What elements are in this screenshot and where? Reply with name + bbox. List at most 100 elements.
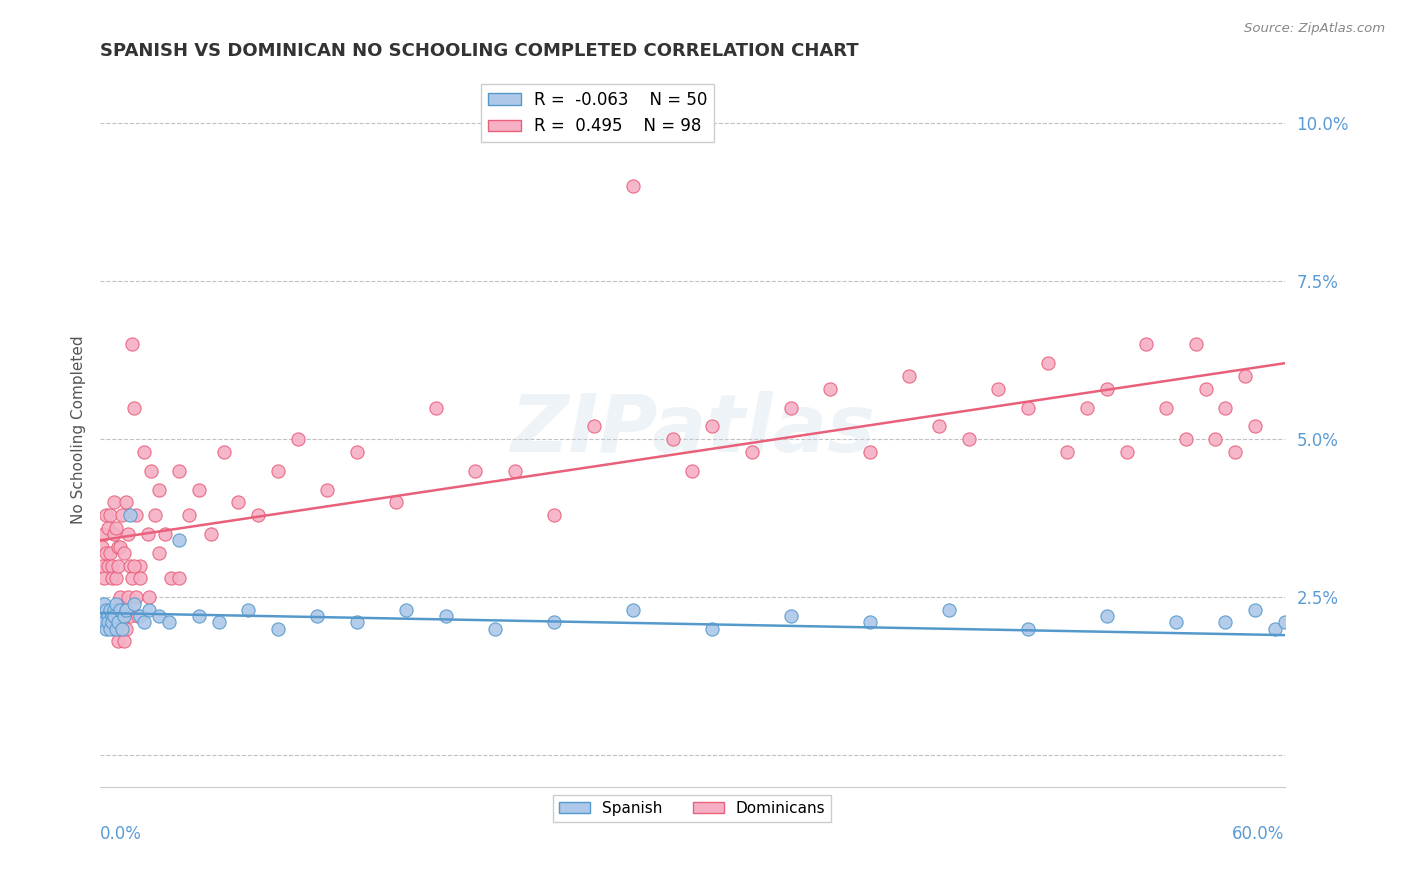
Point <box>128 558 150 573</box>
Point <box>118 609 141 624</box>
Point <box>121 337 143 351</box>
Point <box>621 603 644 617</box>
Point <box>1095 382 1118 396</box>
Point <box>122 558 145 573</box>
Point <box>104 521 127 535</box>
Point <box>700 622 723 636</box>
Point <box>107 615 129 630</box>
Point <box>104 609 127 624</box>
Point <box>385 495 408 509</box>
Point <box>94 546 117 560</box>
Point <box>103 603 125 617</box>
Point <box>124 508 146 522</box>
Point <box>1244 603 1267 617</box>
Point <box>247 508 270 522</box>
Point <box>307 609 329 624</box>
Point <box>267 622 290 636</box>
Point <box>859 615 882 630</box>
Point <box>104 571 127 585</box>
Point <box>957 432 980 446</box>
Point <box>101 615 124 630</box>
Point <box>1056 444 1078 458</box>
Point <box>122 597 145 611</box>
Point <box>1244 419 1267 434</box>
Point <box>98 622 121 636</box>
Point <box>200 527 222 541</box>
Point <box>91 609 114 624</box>
Point <box>111 622 134 636</box>
Point <box>93 527 115 541</box>
Point <box>108 603 131 617</box>
Point <box>780 401 803 415</box>
Point <box>820 382 842 396</box>
Point <box>938 603 960 617</box>
Point <box>94 622 117 636</box>
Point <box>93 597 115 611</box>
Point <box>928 419 950 434</box>
Point <box>136 527 159 541</box>
Point <box>132 444 155 458</box>
Point <box>112 546 135 560</box>
Legend: Spanish, Dominicans: Spanish, Dominicans <box>553 795 831 822</box>
Point <box>226 495 249 509</box>
Point <box>187 609 209 624</box>
Point <box>107 634 129 648</box>
Point <box>94 508 117 522</box>
Point <box>1274 615 1296 630</box>
Point <box>93 571 115 585</box>
Point <box>114 603 136 617</box>
Point <box>127 609 149 624</box>
Point <box>103 527 125 541</box>
Point <box>108 590 131 604</box>
Point <box>121 571 143 585</box>
Point <box>425 401 447 415</box>
Point <box>138 603 160 617</box>
Point <box>132 615 155 630</box>
Point <box>1135 337 1157 351</box>
Point <box>91 540 114 554</box>
Point <box>1154 401 1177 415</box>
Point <box>98 546 121 560</box>
Point <box>118 508 141 522</box>
Point <box>104 597 127 611</box>
Point <box>1076 401 1098 415</box>
Point <box>101 558 124 573</box>
Text: Source: ZipAtlas.com: Source: ZipAtlas.com <box>1244 22 1385 36</box>
Point <box>543 615 565 630</box>
Point <box>122 401 145 415</box>
Point <box>1036 356 1059 370</box>
Point <box>167 571 190 585</box>
Point <box>101 571 124 585</box>
Point <box>1115 444 1137 458</box>
Point <box>177 508 200 522</box>
Point <box>464 464 486 478</box>
Point <box>97 558 120 573</box>
Point <box>1174 432 1197 446</box>
Point <box>1017 622 1039 636</box>
Point <box>187 483 209 497</box>
Point <box>1194 382 1216 396</box>
Point <box>346 615 368 630</box>
Point <box>101 609 124 624</box>
Point <box>124 590 146 604</box>
Point <box>898 368 921 383</box>
Point <box>1264 622 1286 636</box>
Point <box>111 609 134 624</box>
Point <box>103 609 125 624</box>
Point <box>661 432 683 446</box>
Point <box>112 609 135 624</box>
Point <box>503 464 526 478</box>
Point <box>104 622 127 636</box>
Point <box>859 444 882 458</box>
Point <box>238 603 260 617</box>
Point <box>108 622 131 636</box>
Text: ZIPatlas: ZIPatlas <box>510 391 875 468</box>
Point <box>1223 444 1246 458</box>
Point <box>128 609 150 624</box>
Point <box>98 508 121 522</box>
Point <box>148 609 170 624</box>
Point <box>167 533 190 548</box>
Point <box>434 609 457 624</box>
Point <box>287 432 309 446</box>
Point <box>155 527 177 541</box>
